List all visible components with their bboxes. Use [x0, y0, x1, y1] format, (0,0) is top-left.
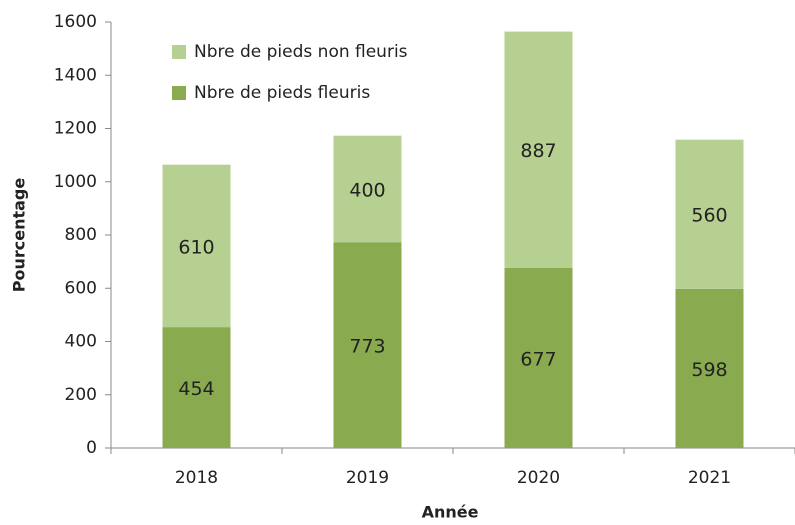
bar-segment [162, 327, 231, 448]
bar-segment [504, 31, 573, 268]
y-tick-label: 400 [65, 332, 97, 352]
bar-segment [504, 267, 573, 448]
y-tick-label: 1400 [54, 65, 97, 85]
bar-segment [162, 164, 231, 328]
value-label: 598 [691, 359, 727, 381]
value-label: 677 [520, 348, 556, 370]
x-tick-label: 2021 [688, 468, 731, 488]
y-tick-label: 1200 [54, 119, 97, 139]
x-tick-label: 2020 [517, 468, 560, 488]
x-axis-title: Année [422, 503, 479, 522]
y-tick-label: 200 [65, 385, 97, 405]
value-label: 773 [349, 336, 385, 358]
legend-swatch [172, 86, 186, 100]
value-label: 400 [349, 179, 385, 201]
bar-segment [675, 288, 744, 448]
legend-label: Nbre de pieds non fleuris [194, 42, 408, 62]
legend-label: Nbre de pieds fleuris [194, 83, 370, 103]
bar-segment [333, 135, 402, 243]
x-tick-label: 2018 [175, 468, 218, 488]
y-tick-label: 1600 [54, 12, 97, 32]
bar-segment [675, 139, 744, 289]
value-label: 887 [520, 140, 556, 162]
value-label: 560 [691, 205, 727, 227]
y-tick-label: 0 [86, 438, 97, 458]
value-label: 610 [178, 236, 214, 258]
value-label: 454 [178, 378, 214, 400]
legend-swatch [172, 45, 186, 59]
x-tick-label: 2019 [346, 468, 389, 488]
y-tick-label: 800 [65, 225, 97, 245]
y-tick-label: 1000 [54, 172, 97, 192]
bar-segment [333, 242, 402, 448]
y-axis-title: Pourcentage [10, 178, 29, 293]
y-tick-label: 600 [65, 278, 97, 298]
